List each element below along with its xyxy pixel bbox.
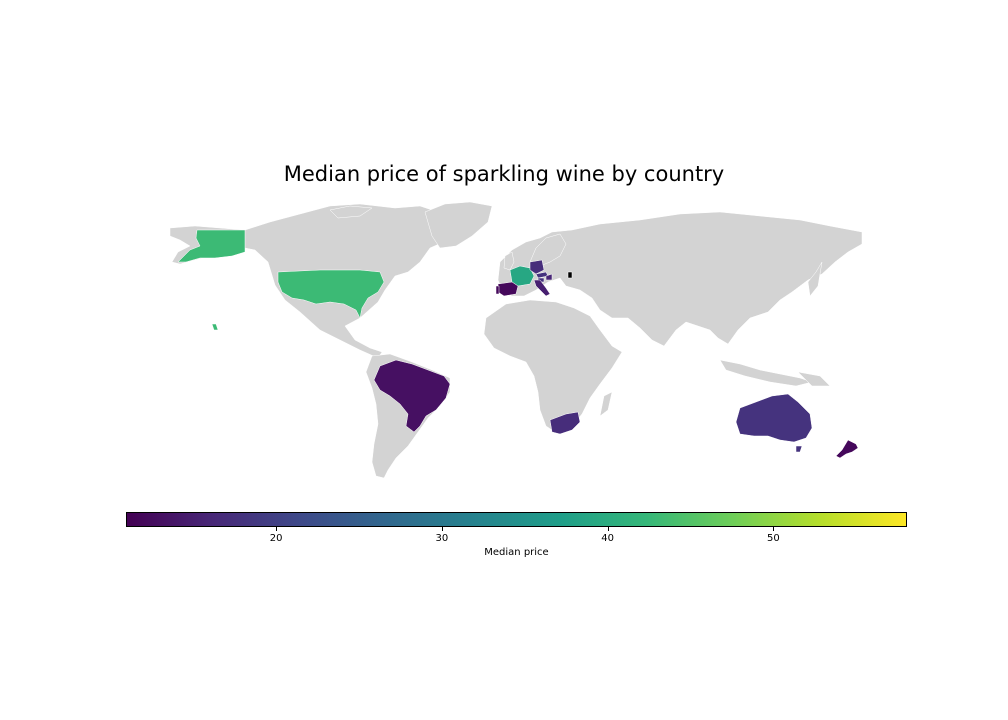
region-new-zealand — [835, 439, 859, 459]
landmass-arctic-islands — [329, 205, 373, 219]
colorbar — [126, 512, 907, 527]
region-portugal — [495, 285, 500, 295]
landmass-indonesia — [719, 359, 813, 387]
landmass-eurasia — [497, 211, 863, 347]
colorbar-tick-label: 40 — [601, 533, 615, 544]
colorbar-tick — [607, 527, 609, 531]
landmass-papua — [797, 371, 831, 387]
landmass-japan — [807, 261, 823, 297]
region-hawaii — [211, 323, 219, 331]
colorbar-tick — [441, 527, 443, 531]
landmass-greenland — [424, 201, 493, 249]
region-tasmania — [795, 445, 803, 453]
landmass-madagascar — [599, 391, 613, 417]
base-landmasses — [169, 201, 863, 479]
region-united-states — [177, 229, 385, 319]
region-south-africa — [549, 411, 581, 435]
region-australia — [735, 393, 813, 443]
landmass-scandinavia — [529, 233, 567, 267]
region-italy — [533, 279, 551, 297]
region-moldova — [567, 271, 573, 279]
colorbar-tick-label: 50 — [767, 533, 780, 544]
region-spain — [497, 281, 519, 297]
region-hungary — [545, 273, 553, 281]
data-regions — [177, 229, 859, 459]
landmass-africa — [483, 299, 623, 435]
colorbar-gradient — [126, 512, 907, 527]
region-brazil — [373, 359, 451, 433]
region-germany — [529, 259, 545, 275]
landmass-uk — [503, 251, 515, 271]
chart-title: Median price of sparkling wine by countr… — [283, 162, 725, 186]
colorbar-tick — [276, 527, 278, 531]
colorbar-tick-label: 30 — [435, 533, 449, 544]
colorbar-tick-label: 20 — [269, 533, 283, 544]
colorbar-label: Median price — [484, 547, 549, 558]
colorbar-tick — [773, 527, 775, 531]
